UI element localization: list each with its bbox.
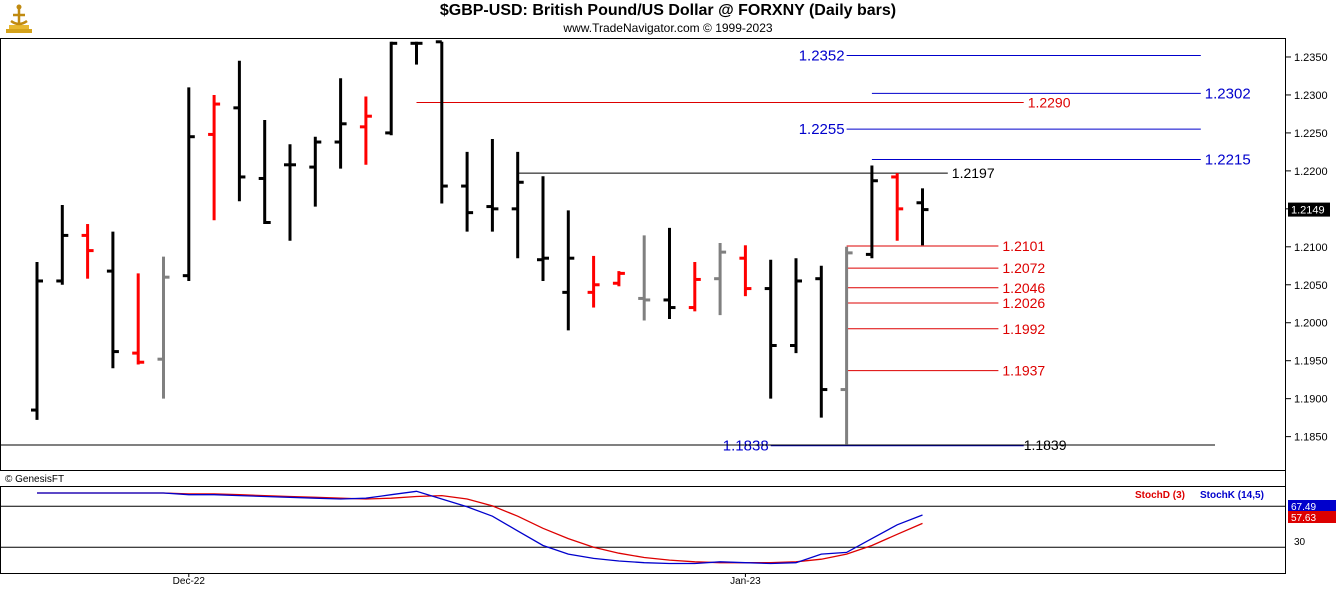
legend-stochd: StochD (3) [1135,490,1185,501]
y-tick-label: 1.1950 [1294,356,1328,368]
y-tick-label: 1.2000 [1294,318,1328,330]
stoch-series-line [37,492,923,564]
x-tick-label: Jan-23 [730,576,761,587]
level-label: 1.2255 [799,121,845,138]
stoch-series-line [37,490,923,565]
stochk-value-label: 67.49 [1291,502,1316,513]
level-label: 1.1839 [1024,437,1067,453]
x-tick-label: Dec-22 [173,576,206,587]
y-tick-label: 1.2250 [1294,128,1328,140]
chart-subtitle: www.TradeNavigator.com © 1999-2023 [563,21,773,35]
level-label: 1.1992 [1002,321,1045,337]
y-tick-label: 1.2350 [1294,52,1328,64]
level-label: 1.1937 [1002,363,1045,379]
stochk-value-tag [1288,500,1336,512]
y-tick-label: 1.2300 [1294,90,1328,102]
legend-stochk: StochK (14,5) [1200,490,1264,501]
y-tick-label: 1.1850 [1294,432,1328,444]
level-label: 1.2352 [799,47,845,64]
level-label: 1.2302 [1205,85,1251,102]
level-label: 1.2046 [1002,280,1045,296]
y-tick-label: 1.2100 [1294,242,1328,254]
stochd-value-tag [1288,511,1336,523]
level-label: 1.2290 [1028,95,1071,111]
level-label: 1.2101 [1002,238,1045,254]
level-label: 1.2215 [1205,151,1251,168]
last-price-tag [1288,202,1330,217]
level-label: 1.1838 [723,438,769,455]
copyright-label: © GenesisFT [5,474,64,485]
chart-title: $GBP-USD: British Pound/US Dollar @ FORX… [439,2,897,19]
stoch-reference-label: 30 [1294,537,1306,548]
level-label: 1.2026 [1002,295,1045,311]
stochastic-panel-frame [0,486,1286,574]
level-label: 1.2197 [952,165,995,181]
y-tick-label: 1.2050 [1294,280,1328,292]
y-tick-label: 1.1900 [1294,394,1328,406]
y-tick-label: 1.2200 [1294,166,1328,178]
stochd-value-label: 57.63 [1291,513,1316,524]
level-label: 1.2072 [1002,260,1045,276]
last-price-label: 1.2149 [1291,205,1325,217]
navigator-logo-icon [3,3,35,35]
